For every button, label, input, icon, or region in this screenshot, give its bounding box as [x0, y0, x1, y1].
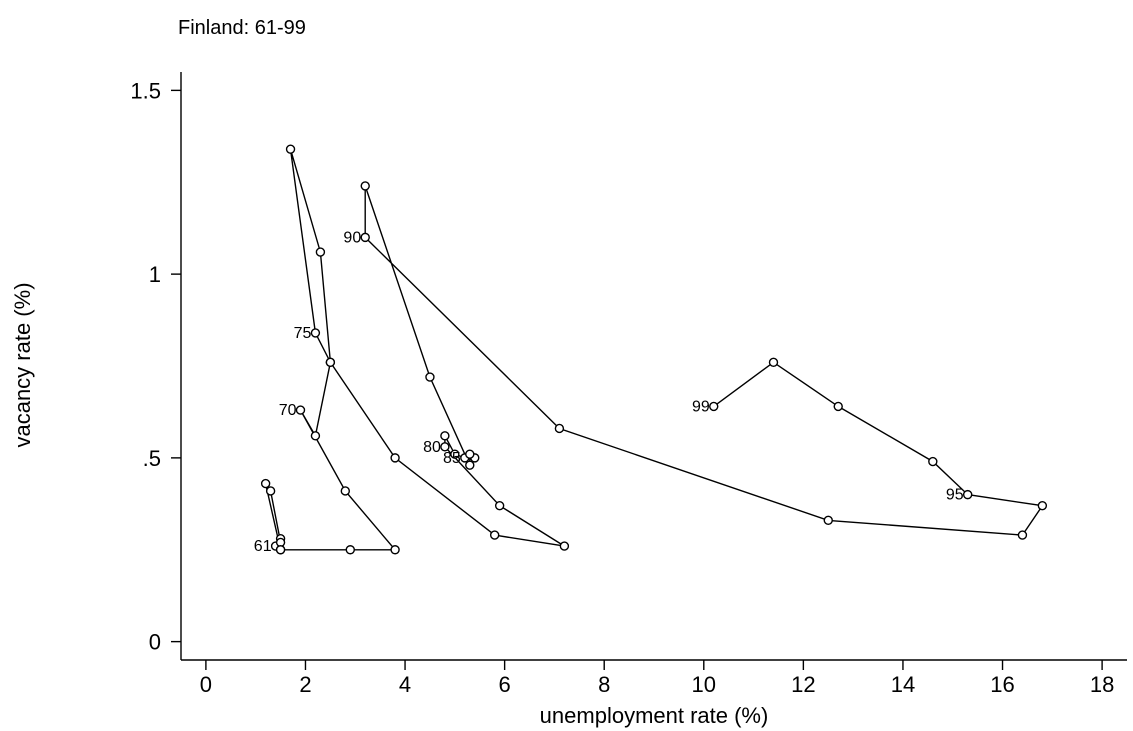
data-point: [709, 401, 719, 412]
data-point: [823, 515, 833, 526]
data-point: [390, 453, 400, 463]
point-label: 70: [279, 402, 297, 419]
x-tick-label: 18: [1090, 672, 1114, 697]
point-label: 95: [946, 487, 964, 504]
data-point: [440, 442, 450, 452]
data-point: [390, 545, 400, 555]
data-point: [768, 357, 779, 368]
y-tick-label: .5: [143, 446, 161, 471]
axes: 0 2 4 6 8 10 12 14 16 18 0 .5 1 1.5: [130, 72, 1127, 697]
point-label: 75: [294, 325, 312, 342]
x-axis-label: unemployment rate (%): [540, 703, 769, 728]
data-point: [450, 449, 460, 459]
x-tick-label: 6: [499, 672, 511, 697]
data-point: [928, 456, 938, 467]
point-label: 61: [254, 538, 272, 555]
data-point: [360, 232, 370, 243]
x-tick-label: 0: [200, 672, 212, 697]
data-point: [295, 405, 306, 415]
data-point: [315, 247, 326, 257]
data-point: [425, 372, 435, 382]
point-label: 85: [443, 450, 461, 467]
series-line: [264, 149, 1044, 552]
data-point: [489, 530, 500, 540]
series-markers: [260, 144, 1048, 555]
x-tick-label: 12: [791, 672, 815, 697]
data-point: [465, 449, 475, 459]
x-tick-label: 4: [399, 672, 411, 697]
data-point: [1017, 530, 1028, 540]
point-label: 90: [343, 229, 361, 246]
point-label: 99: [692, 398, 710, 415]
data-point: [554, 423, 565, 434]
y-tick-label: 1: [149, 262, 161, 287]
data-point: [440, 431, 450, 441]
data-point: [1037, 500, 1048, 511]
x-tick-label: 14: [891, 672, 915, 697]
data-point: [340, 486, 351, 496]
data-point: [310, 431, 321, 441]
data-point: [360, 181, 370, 191]
data-point: [465, 460, 475, 470]
point-label: 80: [423, 439, 441, 456]
x-tick-label: 10: [692, 672, 716, 697]
data-point: [260, 478, 271, 489]
data-point: [559, 541, 570, 551]
data-point: [275, 545, 286, 555]
x-tick-label: 8: [598, 672, 610, 697]
y-tick-label: 0: [149, 630, 161, 655]
data-point: [325, 357, 336, 368]
y-axis-label: vacancy rate (%): [10, 282, 35, 447]
series-lines: [264, 149, 1044, 552]
y-tick-label: 1.5: [130, 78, 161, 103]
data-point: [345, 545, 355, 555]
data-point: [310, 328, 321, 338]
data-point: [265, 486, 276, 496]
chart-title: Finland: 61-99: [178, 17, 306, 39]
x-tick-label: 16: [990, 672, 1014, 697]
data-point: [962, 489, 973, 500]
data-point: [285, 144, 296, 154]
data-point: [833, 401, 843, 412]
data-point: [494, 500, 505, 511]
x-tick-label: 2: [299, 672, 311, 697]
